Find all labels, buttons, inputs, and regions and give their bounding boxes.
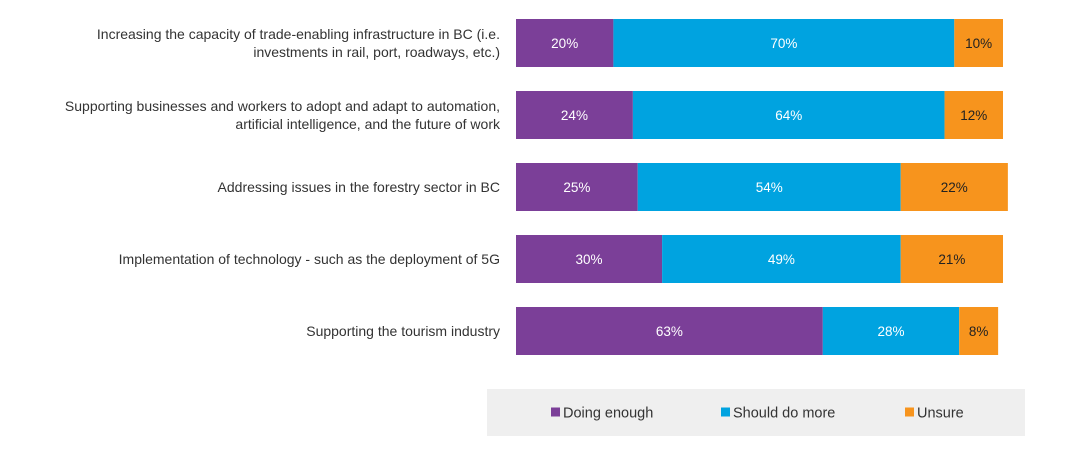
data-label: 28% [877, 324, 904, 339]
legend-swatch-should-do-more [721, 407, 730, 417]
category-label-line: investments in rail, port, roadways, etc… [253, 44, 500, 60]
bar-segment-doing-enough [516, 163, 638, 211]
category-label-line: Addressing issues in the forestry sector… [218, 179, 500, 195]
bar-segment-unsure [900, 235, 1003, 283]
data-label: 12% [960, 108, 987, 123]
data-label: 49% [768, 252, 795, 267]
bar-segment-should-do-more [822, 307, 960, 355]
legend-label: Unsure [917, 406, 964, 422]
data-label: 20% [551, 36, 578, 51]
bar-segment-should-do-more [662, 235, 901, 283]
data-label: 63% [656, 324, 683, 339]
bar-segment-should-do-more [632, 91, 945, 139]
bar-segment-unsure [900, 163, 1008, 211]
data-label: 25% [563, 180, 590, 195]
category-label: Addressing issues in the forestry sector… [218, 179, 500, 195]
legend-label: Doing enough [563, 406, 653, 422]
data-label: 64% [775, 108, 802, 123]
bar-segment-unsure [944, 91, 1003, 139]
category-label-line: Increasing the capacity of trade-enablin… [97, 26, 500, 42]
data-label: 30% [576, 252, 603, 267]
category-label: Increasing the capacity of trade-enablin… [97, 26, 500, 60]
bar-segment-should-do-more [613, 19, 955, 67]
category-label-line: Implementation of technology - such as t… [119, 251, 500, 267]
legend-label: Should do more [733, 406, 835, 422]
bar-segment-should-do-more [637, 163, 901, 211]
bar-segment-doing-enough [516, 235, 663, 283]
category-label: Supporting the tourism industry [306, 323, 500, 339]
data-label: 21% [938, 252, 965, 267]
data-label: 54% [756, 180, 783, 195]
bar-segment-doing-enough [516, 91, 633, 139]
category-label: Supporting businesses and workers to ado… [65, 98, 501, 132]
legend-swatch-doing-enough [551, 407, 560, 417]
data-label: 24% [561, 108, 588, 123]
bar-segment-unsure [954, 19, 1003, 67]
legend-swatch-unsure [905, 407, 914, 417]
bar-segment-unsure [959, 307, 999, 355]
legend [487, 389, 1025, 436]
data-label: 8% [969, 324, 989, 339]
bar-segment-doing-enough [516, 307, 823, 355]
category-label-line: artificial intelligence, and the future … [235, 116, 501, 132]
bar-segment-doing-enough [516, 19, 614, 67]
data-label: 10% [965, 36, 992, 51]
category-label-line: Supporting the tourism industry [306, 323, 500, 339]
category-label-line: Supporting businesses and workers to ado… [65, 98, 500, 114]
data-label: 22% [941, 180, 968, 195]
category-label: Implementation of technology - such as t… [119, 251, 500, 267]
data-label: 70% [770, 36, 797, 51]
